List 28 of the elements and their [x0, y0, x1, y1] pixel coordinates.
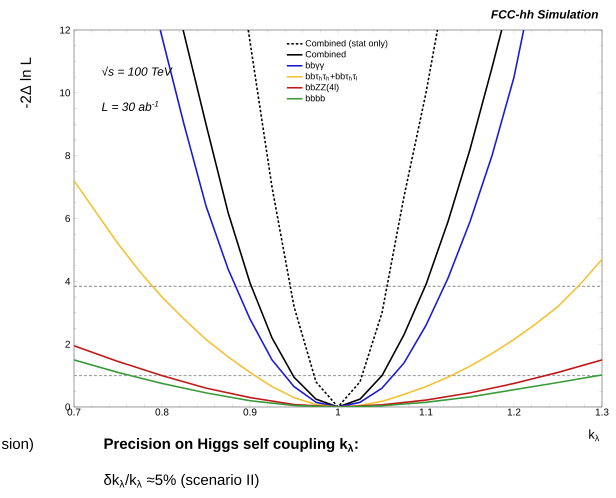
legend-label: bbγγ — [306, 62, 324, 70]
annotation: L = 30 ab$^{-1}$ — [102, 101, 158, 111]
y-tick-label: 10 — [60, 89, 70, 96]
y-axis-title: -2Δ ln L — [20, 58, 31, 108]
x-axis-title: k$_{λ}$ — [589, 429, 600, 442]
text: Precision on Higgs self coupling k$_{λ}$: — [104, 438, 358, 452]
text: δk$_{λ}$/k$_{λ}$ ≈5% (scenario II) — [104, 474, 258, 488]
y-tick-label: 4 — [65, 278, 70, 285]
x-tick-label: 1.3 — [596, 408, 608, 416]
line-series — [74, 180, 602, 407]
line-series — [74, 344, 602, 407]
legend-label: bbτ$_{h}$τ$_{h}$+bbτ$_{h}$τ$_{l}$ — [306, 72, 357, 81]
legend-label: bbZZ(4l) — [306, 84, 339, 92]
x-tick-label: 1.2 — [508, 408, 520, 416]
legend-label: Combined (stat only) — [306, 40, 388, 48]
x-tick-label: 0.7 — [67, 408, 80, 416]
y-tick-label: 8 — [65, 152, 70, 160]
legend-label: bbbb — [306, 94, 325, 102]
y-tick-label: 12 — [60, 26, 70, 34]
x-tick-label: 0.8 — [155, 408, 168, 416]
y-tick-label: 2 — [65, 340, 70, 348]
chart-title: FCC-hh Simulation — [491, 10, 598, 19]
x-tick-label: 1.1 — [420, 408, 432, 416]
y-tick-label: 6 — [65, 214, 70, 222]
x-tick-label: 1 — [336, 408, 340, 416]
x-tick-label: 0.9 — [243, 408, 256, 416]
legend-label: Combined — [306, 50, 346, 58]
text: sion) — [2, 438, 33, 452]
